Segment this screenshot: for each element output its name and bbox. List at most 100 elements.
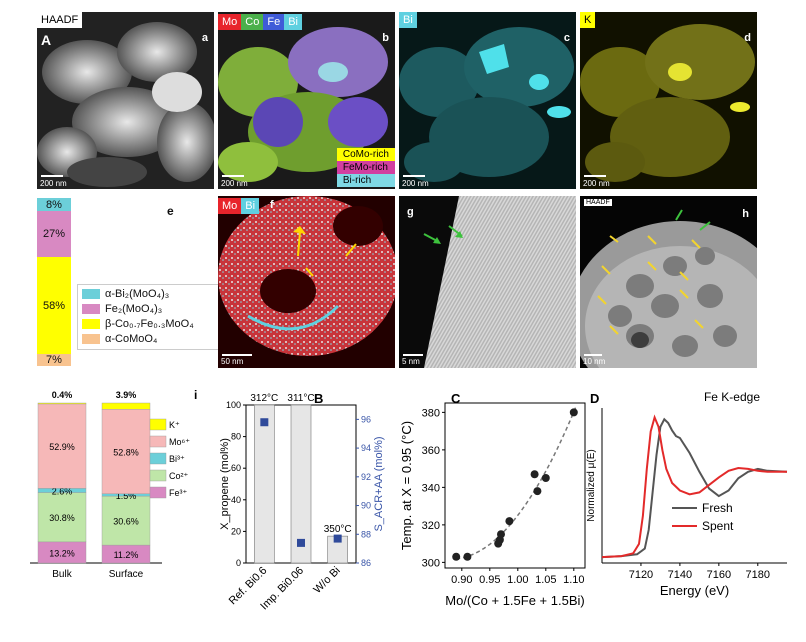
chip-bi: Bi [399, 12, 417, 28]
y-axis-title: Temp. at X = 0.95 (°C) [399, 421, 414, 550]
category-label: Surface [109, 569, 144, 580]
x-tick-label: 1.00 [507, 574, 528, 586]
scale-bar [41, 175, 63, 177]
selectivity-point [260, 418, 269, 427]
segment-label: 11.2% [114, 550, 139, 560]
phase-segment-label: 7% [46, 354, 62, 367]
x-tick-label: 7160 [707, 569, 731, 581]
legend-label: Spent [702, 519, 734, 533]
panel-label-a: a [201, 32, 208, 44]
scale-bar [403, 354, 423, 356]
panel-label-h: h [742, 208, 749, 220]
mo-bi-texture [218, 196, 395, 368]
legend-bi-rich: Bi-rich [336, 174, 395, 187]
selectivity-point [333, 534, 342, 543]
x-tick-label: 0.90 [451, 574, 472, 586]
x-tick-label: 7180 [746, 569, 770, 581]
x-tick-label: 7140 [668, 569, 692, 581]
spectrum-line [601, 414, 787, 559]
bar-temperature-label: 350°C [324, 524, 352, 535]
legend-swatch [149, 435, 167, 448]
stack-segment [37, 492, 87, 543]
stack-segment [101, 409, 151, 494]
haadf-label: HAADF [37, 12, 83, 28]
stack-segment [101, 402, 151, 410]
y-tick-label: 100 [226, 400, 241, 410]
y-tick-label: 60 [231, 463, 241, 473]
scale-bar-label: 50 nm [221, 357, 244, 366]
legend-label: Co²⁺ [169, 471, 189, 481]
bar-temperature-label: 311°C [287, 393, 314, 404]
y-tick-label: 300 [422, 557, 440, 569]
phase-segment-label: 58% [42, 299, 66, 312]
legend-entry: α-Bi₂(MoO₄)₃ [82, 287, 257, 302]
panel-label-c: c [563, 32, 570, 44]
x-axis-title: Mo/(Co + 1.5Fe + 1.5Bi) [445, 593, 584, 608]
phase-segment: 8% [37, 198, 71, 212]
y-axis-title: Normalized μ(E) [586, 449, 597, 521]
y-tick-label: 320 [422, 520, 440, 532]
phase-segment-label: 27% [42, 228, 66, 241]
scale-bar-label: 200 nm [583, 179, 610, 188]
segment-label: 30.6% [113, 517, 139, 527]
k-map-texture [580, 12, 757, 189]
y-tick-label: 340 [422, 482, 440, 494]
y2-axis-title: S_ACR+AA (mol%) [373, 436, 385, 531]
chip-bi: Bi [284, 14, 302, 30]
panel-label-D: D [590, 391, 599, 406]
y2-tick-label: 88 [361, 529, 371, 539]
legend-swatch [149, 486, 167, 499]
chip-mo: Mo [218, 14, 242, 30]
segment-label: 1.5% [116, 491, 137, 501]
element-chips: Mo Co Fe Bi [218, 12, 302, 30]
lattice-texture [399, 196, 576, 368]
y2-tick-label: 96 [361, 414, 371, 424]
legend-entry: Fe₂(MoO₄)₃ [82, 302, 257, 317]
scale-bar-label: 10 nm [583, 357, 606, 366]
y2-tick-label: 94 [361, 443, 371, 453]
fit-curve [456, 404, 578, 560]
scale-bar-label: 200 nm [221, 179, 248, 188]
legend-text: α-CoMoO₄ [105, 333, 158, 345]
chart-c-temperature: 300 320 340 360 380 0.90 0.95 1.00 1.05 1.10 Mo/(C… [399, 391, 586, 608]
bi-map-texture [399, 12, 576, 189]
legend-label: K⁺ [169, 420, 180, 430]
phase-segment: 27% [37, 211, 71, 257]
panel-f-mo-bi-map: Mo Bi f 50 nm [218, 196, 395, 368]
y-tick-label: 0 [236, 558, 241, 568]
legend-entry: β-Co₀.₇Fe₀.₃MoO₄ [82, 317, 257, 332]
segment-label: 2.6% [52, 486, 73, 496]
data-point [533, 487, 542, 496]
selectivity-point [297, 538, 305, 547]
phase-segment-label: 8% [46, 198, 62, 211]
scale-bar-label: 200 nm [402, 179, 429, 188]
segment-label: 52.9% [49, 442, 75, 452]
y2-tick-label: 86 [361, 558, 371, 568]
scale-bar-label: 200 nm [40, 179, 67, 188]
data-point [541, 474, 550, 482]
data-point [505, 517, 514, 526]
plot-frame [444, 402, 586, 569]
y-tick-label: 40 [231, 495, 241, 505]
scale-bar-label: 5 nm [402, 357, 420, 366]
panel-b-edx-composite: Mo Co Fe Bi b CoMo-rich FeMo-rich Bi-rich 2… [218, 12, 395, 189]
y2-tick-label: 90 [361, 501, 371, 511]
data-point [530, 470, 539, 479]
y-tick-label: 20 [231, 526, 241, 536]
region-legend: CoMo-rich FeMo-rich Bi-rich [336, 148, 395, 187]
pores-texture [580, 196, 757, 368]
panel-d-k-map: K d 200 nm [580, 12, 757, 189]
bar-temperature-label: 312°C [250, 393, 278, 404]
segment-label: 30.8% [49, 513, 75, 523]
stack-segment [101, 495, 151, 546]
panel-label-f: f [270, 199, 274, 211]
legend-label: Bi³⁺ [169, 454, 185, 464]
panel-c-bi-map: Bi c 200 nm [399, 12, 576, 189]
scale-bar [584, 175, 606, 177]
stack-segment [37, 402, 87, 405]
panel-label-d: d [744, 32, 751, 44]
panel-e-phase-composition: 8% 27% 58% 7% e α-Bi₂(MoO₄)₃ Fe₂(MoO₄)₃ β-C… [37, 196, 262, 368]
haadf-texture [37, 12, 214, 189]
spectrum-line [601, 417, 788, 559]
top-label: 3.9% [116, 390, 137, 400]
